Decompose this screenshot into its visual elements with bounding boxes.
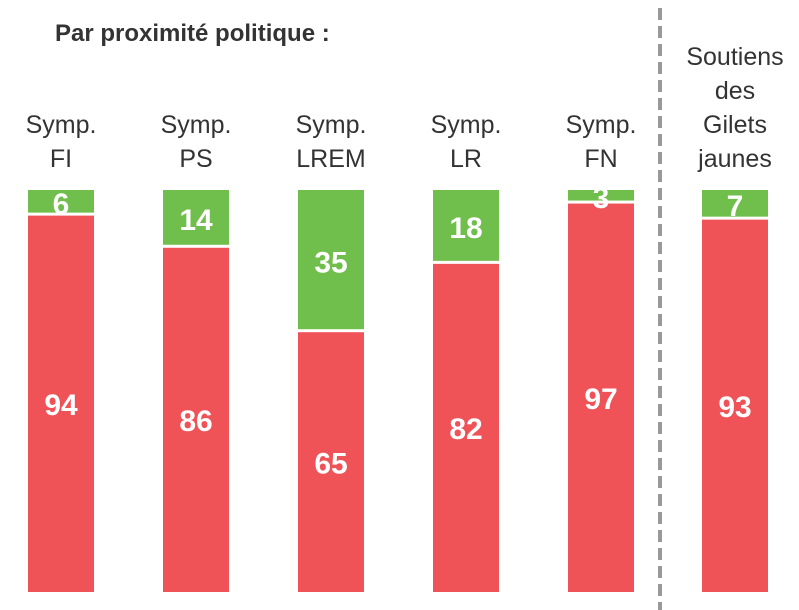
data-label: 3 xyxy=(593,182,610,215)
bar-segment xyxy=(568,203,634,592)
data-label: 7 xyxy=(727,190,744,223)
data-label: 94 xyxy=(44,389,78,422)
bar-segment xyxy=(298,332,364,592)
x-tick-label: Symp. LR xyxy=(430,111,502,173)
data-label: 14 xyxy=(179,204,213,237)
data-label: 6 xyxy=(53,188,70,221)
x-tick-label: Symp. FN xyxy=(565,111,637,173)
chart-title: Par proximité politique : xyxy=(55,20,330,47)
bar-segment xyxy=(568,190,634,201)
data-label: 93 xyxy=(718,391,751,424)
data-label: 86 xyxy=(179,405,212,438)
data-label: 35 xyxy=(314,246,347,279)
bar-segment xyxy=(433,190,499,261)
bar-segment xyxy=(163,247,229,592)
data-label: 65 xyxy=(314,447,347,480)
bar-segment xyxy=(28,215,94,592)
bar-segment xyxy=(163,190,229,245)
x-tick-label: Symp. LREM xyxy=(295,111,367,173)
bar-segment xyxy=(28,190,94,213)
x-tick-label: Soutiens des Gilets jaunes xyxy=(686,43,784,173)
bar-segment xyxy=(702,219,768,592)
x-tick-label: Symp. PS xyxy=(160,111,232,173)
bar-segment xyxy=(702,190,768,217)
data-label: 97 xyxy=(584,383,617,416)
bar-segment xyxy=(298,190,364,330)
data-label: 82 xyxy=(449,413,482,446)
bar-segment xyxy=(433,263,499,592)
x-tick-label: Symp. FI xyxy=(25,111,97,173)
data-label: 18 xyxy=(449,212,482,245)
